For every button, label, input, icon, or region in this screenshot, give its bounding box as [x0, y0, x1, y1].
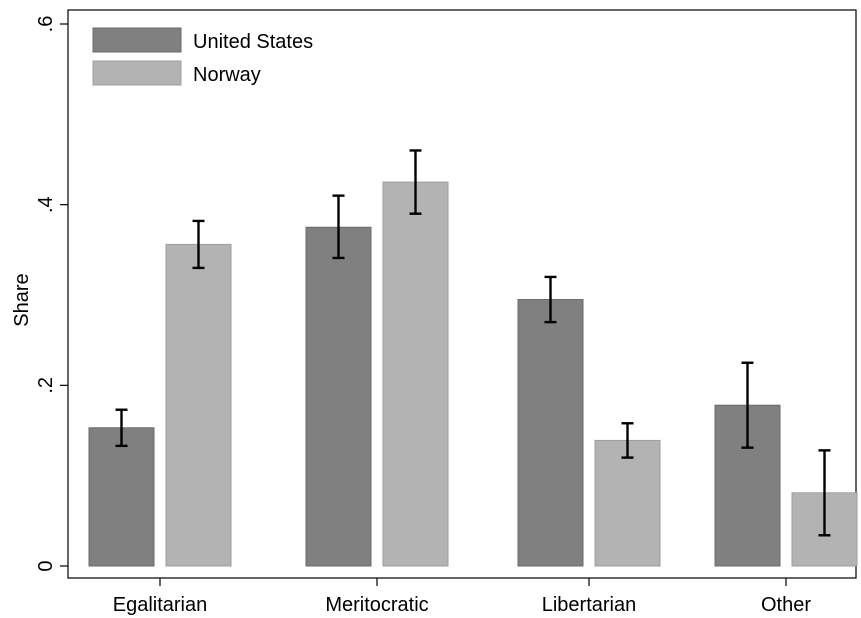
- bar: [165, 243, 232, 567]
- y-tick-label: 0: [35, 560, 57, 571]
- bar: [88, 427, 155, 567]
- bars: [88, 181, 858, 567]
- x-tick-label: Meritocratic: [325, 594, 428, 616]
- legend: United States Norway: [92, 27, 313, 86]
- bar: [594, 439, 661, 567]
- x-tick-label: Egalitarian: [113, 594, 208, 616]
- x-tick-marks: [159, 578, 787, 586]
- x-tick-label: Libertarian: [542, 594, 637, 616]
- y-tick-labels: 0 .2 .4 .6: [35, 16, 57, 572]
- y-tick-label: .6: [35, 16, 57, 33]
- plot-frame: [67, 9, 857, 579]
- x-tick-labels: Egalitarian Meritocratic Libertarian Oth…: [113, 594, 812, 616]
- y-tick-marks: [60, 23, 68, 567]
- y-tick-label: .2: [35, 377, 57, 394]
- bar: [305, 226, 372, 567]
- bar: [382, 181, 449, 567]
- legend-label-norway: Norway: [193, 64, 261, 86]
- y-tick-label: .4: [35, 196, 57, 213]
- x-tick-label: Other: [761, 594, 811, 616]
- bar: [517, 299, 584, 567]
- legend-label-united-states: United States: [193, 31, 313, 53]
- legend-swatch-norway: [92, 60, 182, 86]
- error-bars: [115, 149, 831, 537]
- legend-swatch-united-states: [92, 27, 182, 53]
- y-axis-title: Share: [11, 273, 33, 326]
